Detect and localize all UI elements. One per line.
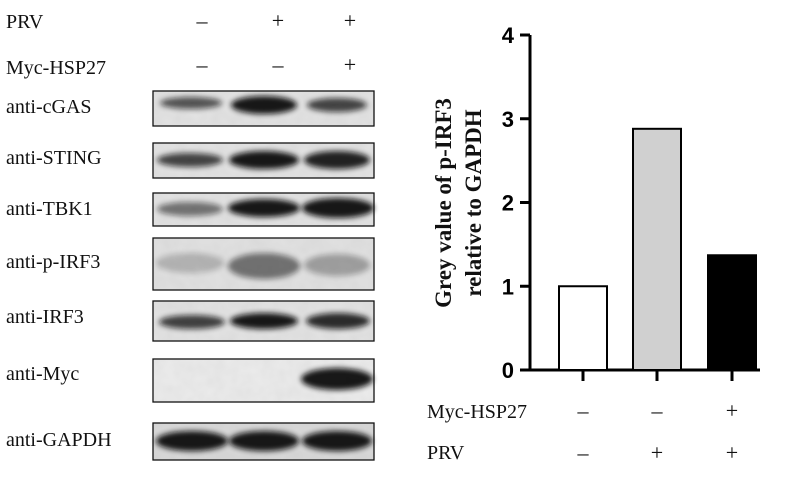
bar	[707, 254, 757, 371]
condition-mark: –	[196, 52, 209, 77]
blot-band	[231, 96, 297, 114]
blot-band	[302, 198, 374, 218]
blot-label: anti-STING	[6, 147, 102, 169]
y-axis-ticks: 0 1 2 3 4	[502, 23, 530, 383]
y-tick-label: 3	[502, 107, 514, 132]
blot-band	[301, 368, 373, 390]
y-tick-label: 2	[502, 191, 514, 216]
y-axis-title-line-1: Grey value of p-IRF3	[431, 98, 456, 308]
condition-mark: +	[344, 52, 356, 77]
chart-condition-mark: –	[577, 398, 590, 423]
blot-band	[160, 97, 222, 109]
blot-band	[229, 431, 299, 451]
blot-label: anti-GAPDH	[6, 429, 112, 451]
chart-condition-label-prv: PRV	[427, 442, 465, 464]
y-tick-label: 0	[502, 358, 514, 383]
chart-condition-mark: –	[577, 440, 590, 465]
bars	[558, 127, 757, 371]
blot-rows: anti-cGAS anti-STING anti-TBK1	[6, 90, 375, 461]
blot-row-p-irf3: anti-p-IRF3	[6, 237, 375, 291]
blot-row-myc: anti-Myc	[6, 358, 375, 403]
blot-band	[307, 98, 367, 112]
blot-label: anti-TBK1	[6, 198, 93, 220]
blot-band	[228, 253, 300, 279]
blot-band	[304, 151, 370, 169]
condition-mark: –	[272, 52, 285, 77]
blot-label: anti-cGAS	[6, 96, 92, 118]
bar	[632, 127, 682, 371]
chart-condition-mark: +	[726, 398, 738, 423]
blot-band	[230, 313, 298, 329]
y-tick-label: 1	[502, 274, 514, 299]
blot-band	[156, 253, 224, 273]
chart-condition-mark: +	[651, 440, 663, 465]
blot-band	[159, 315, 225, 329]
condition-label-myc-hsp27: Myc-HSP27	[6, 57, 106, 79]
blot-row-tbk1: anti-TBK1	[6, 192, 375, 227]
condition-label-prv: PRV	[6, 11, 44, 33]
blot-label: anti-Myc	[6, 363, 79, 385]
blot-band	[156, 431, 228, 451]
x-axis-ticks	[581, 370, 734, 381]
blot-row-gapdh: anti-GAPDH	[6, 422, 375, 461]
blot-band	[306, 313, 370, 329]
bar-chart: Grey value of p-IRF3 relative to GAPDH 0…	[427, 23, 760, 465]
chart-condition-rows: Myc-HSP27 – – + PRV – + +	[427, 398, 738, 465]
condition-rows: PRV – + + Myc-HSP27 – – +	[6, 8, 356, 79]
blot-band	[304, 254, 370, 276]
y-axis-title-line-2: relative to GAPDH	[461, 109, 486, 296]
blot-band	[157, 153, 223, 167]
blot-row-sting: anti-STING	[6, 142, 375, 179]
blot-band	[157, 202, 223, 216]
blot-band	[229, 151, 299, 169]
y-tick-label: 4	[502, 23, 515, 48]
bar	[558, 285, 608, 371]
condition-mark: +	[344, 8, 356, 33]
condition-mark: –	[196, 8, 209, 33]
chart-condition-mark: –	[651, 398, 664, 423]
chart-condition-label-myc-hsp27: Myc-HSP27	[427, 401, 527, 423]
blot-row-irf3: anti-IRF3	[6, 300, 375, 342]
blot-label: anti-IRF3	[6, 306, 84, 328]
blot-band	[302, 431, 372, 451]
blot-label: anti-p-IRF3	[6, 251, 100, 273]
condition-mark: +	[272, 8, 284, 33]
blot-row-cgas: anti-cGAS	[6, 90, 375, 127]
blot-band	[228, 199, 300, 217]
blot-panel: PRV – + + Myc-HSP27 – – + anti-cGAS anti…	[6, 8, 375, 461]
chart-condition-mark: +	[726, 440, 738, 465]
